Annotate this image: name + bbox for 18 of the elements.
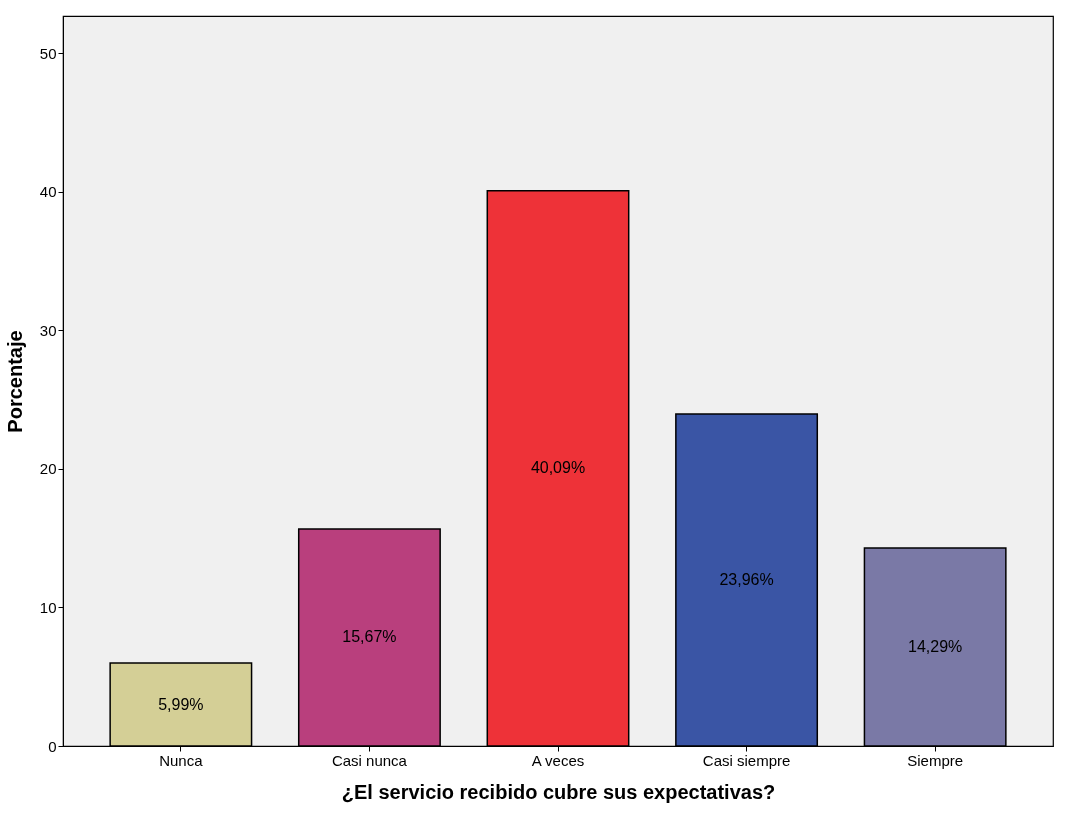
data-label: 23,96% (719, 571, 774, 589)
y-tick-label: 40 (39, 183, 57, 201)
data-label: 14,29% (908, 638, 963, 656)
data-label: 15,67% (342, 628, 397, 646)
x-tick-label: Casi siempre (702, 751, 791, 769)
y-axis-title: Porcentaje (3, 330, 26, 433)
x-tick-label: Casi nunca (331, 751, 408, 769)
data-label: 5,99% (158, 695, 204, 713)
y-tick-label: 0 (48, 737, 57, 755)
x-axis-title: ¿El servicio recibido cubre sus expectativas? (341, 780, 776, 803)
x-tick-label: Siempre (907, 751, 964, 769)
data-label: 40,09% (530, 459, 586, 477)
y-tick-label: 50 (39, 44, 57, 62)
x-tick-label: Nunca (159, 751, 204, 769)
x-tick-label: A veces (531, 751, 585, 769)
y-tick-label: 20 (39, 460, 57, 478)
y-tick-label: 10 (39, 598, 57, 616)
y-tick-label: 30 (39, 321, 57, 339)
